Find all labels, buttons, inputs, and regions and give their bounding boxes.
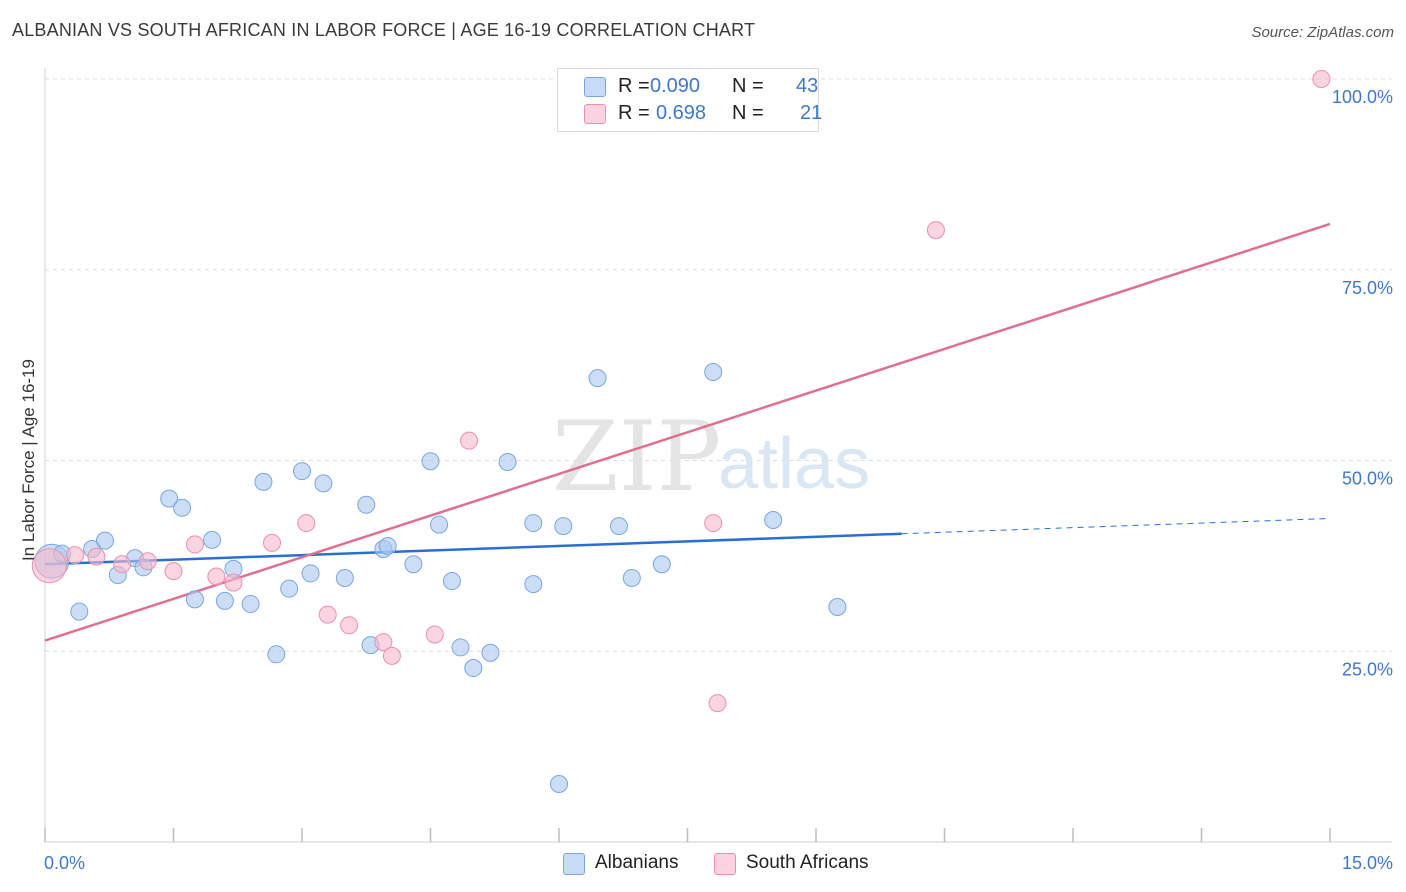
legend-n-label: N =: [732, 102, 764, 124]
legend-swatch-pink: [584, 104, 606, 124]
south-african-point: [297, 514, 316, 533]
south-african-point: [65, 546, 84, 565]
albanians-label: Albanians: [595, 852, 679, 873]
albanians-swatch: [563, 853, 585, 875]
legend-swatch-blue: [584, 77, 606, 97]
albanian-point: [314, 474, 333, 493]
y-tick-label: 100.0%: [1332, 87, 1393, 107]
albanian-point: [451, 638, 470, 657]
watermark-zip: ZIP: [552, 401, 721, 513]
x-tick-label-left: 0.0%: [44, 853, 85, 873]
albanian-point: [254, 472, 273, 491]
albanian-point: [70, 602, 89, 621]
south-african-point: [138, 552, 157, 571]
albanian-point: [524, 575, 543, 594]
axes: [44, 68, 1392, 843]
albanian-point: [267, 645, 286, 664]
albanian-point: [280, 579, 299, 598]
south-african-point: [1312, 70, 1331, 88]
albanian-point: [828, 597, 847, 616]
south-african-point: [926, 221, 945, 240]
albanian-point: [524, 514, 543, 533]
albanian-point: [160, 489, 179, 508]
albanian-point: [554, 517, 573, 536]
albanian-point: [498, 453, 517, 472]
watermark-atlas: atlas: [718, 424, 870, 504]
albanian-point: [652, 555, 671, 574]
y-axis-label: In Labor Force | Age 16-19: [19, 359, 38, 561]
albanian-point: [421, 452, 440, 471]
albanian-point: [335, 569, 354, 588]
albanian-point: [378, 536, 397, 555]
south-africans-swatch: [714, 853, 736, 875]
albanian-point: [550, 775, 568, 794]
albanian-point: [430, 515, 449, 534]
albanian-point: [704, 362, 723, 381]
south-african-point: [460, 431, 479, 450]
tick-labels: 25.0% 50.0% 75.0% 100.0% 0.0% 15.0%: [44, 87, 1393, 873]
south-african-point: [340, 616, 359, 635]
albanian-point: [241, 594, 260, 613]
south-african-point: [113, 555, 132, 574]
trend-lines: [44, 222, 1331, 642]
albanian-point: [357, 495, 376, 514]
albanian-point: [404, 555, 423, 574]
y-tick-label: 50.0%: [1342, 469, 1393, 489]
south-african-point: [382, 646, 401, 665]
south-african-point: [704, 514, 723, 533]
chart-title: ALBANIAN VS SOUTH AFRICAN IN LABOR FORCE…: [12, 20, 756, 40]
albanian-point: [622, 569, 641, 588]
albanian-point: [293, 462, 311, 481]
albanian-point: [464, 659, 483, 678]
south-african-point: [374, 633, 393, 652]
south-african-point: [708, 694, 727, 713]
albanian-point: [185, 590, 204, 609]
albanian-point: [203, 530, 222, 549]
south-african-point: [185, 535, 204, 554]
y-tick-label: 75.0%: [1342, 278, 1393, 298]
legend-r-value: 0.090: [650, 75, 701, 97]
correlation-legend: R = 0.090 N = 43 R = 0.698 N = 21: [557, 68, 823, 132]
albanian-point: [588, 369, 607, 388]
legend-r-label: R =: [618, 102, 650, 124]
albanians-trend-extension: [901, 517, 1331, 535]
south-africans-trend-line: [44, 222, 1331, 642]
albanian-point: [609, 517, 628, 536]
albanian-point: [301, 564, 320, 583]
south-african-point: [31, 548, 67, 584]
data-points: [31, 70, 1331, 794]
albanian-point: [764, 511, 783, 530]
x-tick-label-right: 15.0%: [1342, 853, 1393, 873]
legend-r-value: 0.698: [656, 102, 707, 124]
south-africans-label: South Africans: [746, 852, 869, 873]
watermark: ZIP atlas: [552, 401, 870, 513]
south-african-point: [224, 573, 243, 592]
albanian-point: [481, 643, 500, 662]
south-african-point: [164, 562, 183, 581]
albanian-point: [215, 591, 234, 610]
albanians-trend-line: [44, 532, 902, 566]
south-african-point: [318, 605, 337, 624]
south-african-point: [207, 567, 226, 586]
albanian-point: [442, 572, 461, 591]
legend-n-value: 43: [796, 75, 819, 97]
legend-r-label: R =: [618, 75, 650, 97]
albanian-point: [95, 531, 114, 550]
y-tick-label: 25.0%: [1342, 659, 1393, 679]
albanian-point: [173, 498, 192, 517]
legend-n-label: N =: [732, 75, 764, 97]
south-african-point: [425, 625, 444, 644]
south-african-point: [263, 533, 282, 552]
south-african-point: [87, 547, 106, 566]
source-credit: Source: ZipAtlas.com: [1251, 24, 1394, 41]
legend-n-value: 21: [800, 102, 823, 124]
